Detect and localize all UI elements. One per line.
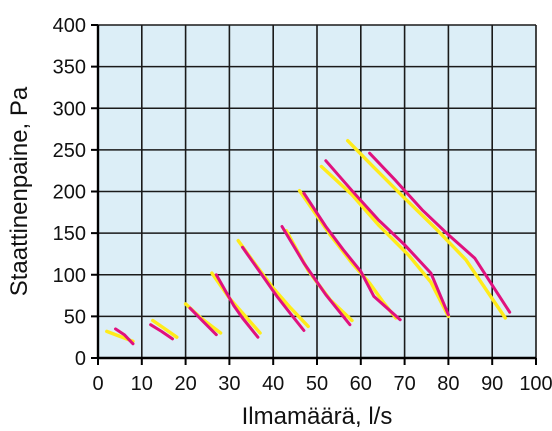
y-tick-label: 350 bbox=[53, 57, 86, 79]
x-tick-label: 70 bbox=[393, 373, 415, 395]
axes bbox=[91, 24, 537, 365]
series-layer bbox=[105, 138, 512, 346]
yellow-curve-8 bbox=[319, 164, 451, 319]
y-tick-label: 50 bbox=[64, 306, 86, 328]
magenta-curve-1 bbox=[114, 327, 135, 346]
magenta-curve-8 bbox=[324, 159, 450, 317]
magenta-curve-2 bbox=[149, 323, 174, 341]
x-tick-label: 20 bbox=[174, 373, 196, 395]
y-tick-label: 200 bbox=[53, 182, 86, 204]
magenta-curve-4 bbox=[214, 273, 260, 339]
x-tick-label: 100 bbox=[519, 373, 552, 395]
yellow-curve-2 bbox=[151, 318, 179, 339]
y-tick-label: 100 bbox=[53, 265, 86, 287]
magenta-curve-5 bbox=[241, 245, 306, 332]
x-axis-label: Ilmamäärä, l/s bbox=[242, 403, 393, 430]
grid bbox=[98, 24, 537, 358]
yellow-curve-9 bbox=[346, 138, 507, 320]
magenta-curve-9 bbox=[368, 151, 512, 314]
magenta-curve-3 bbox=[188, 306, 218, 337]
y-axis-label: Staattinenpaine, Pa bbox=[6, 86, 33, 296]
y-tick-label: 250 bbox=[53, 140, 86, 162]
y-tick-label: 400 bbox=[53, 15, 86, 37]
x-tick-label: 10 bbox=[131, 373, 153, 395]
x-tick-label: 0 bbox=[92, 373, 103, 395]
magenta-curve-7 bbox=[302, 191, 402, 322]
x-tick-label: 90 bbox=[481, 373, 503, 395]
magenta-curve-6 bbox=[280, 225, 352, 327]
x-tick-label: 80 bbox=[437, 373, 459, 395]
y-tick-label: 150 bbox=[53, 223, 86, 245]
y-tick-label: 0 bbox=[75, 348, 86, 370]
y-tick-label: 300 bbox=[53, 98, 86, 120]
x-tick-label: 30 bbox=[218, 373, 240, 395]
tick-labels: 0 50 100 150 200 250 300 350 400 0 10 20 30 40 50 60 70 8… bbox=[53, 15, 552, 395]
x-tick-label: 50 bbox=[306, 373, 328, 395]
x-tick-label: 40 bbox=[262, 373, 284, 395]
x-tick-label: 60 bbox=[350, 373, 372, 395]
